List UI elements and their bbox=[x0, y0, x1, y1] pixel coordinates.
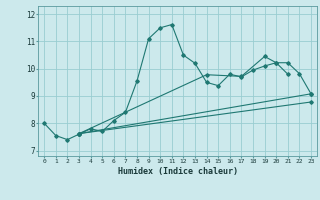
X-axis label: Humidex (Indice chaleur): Humidex (Indice chaleur) bbox=[118, 167, 238, 176]
